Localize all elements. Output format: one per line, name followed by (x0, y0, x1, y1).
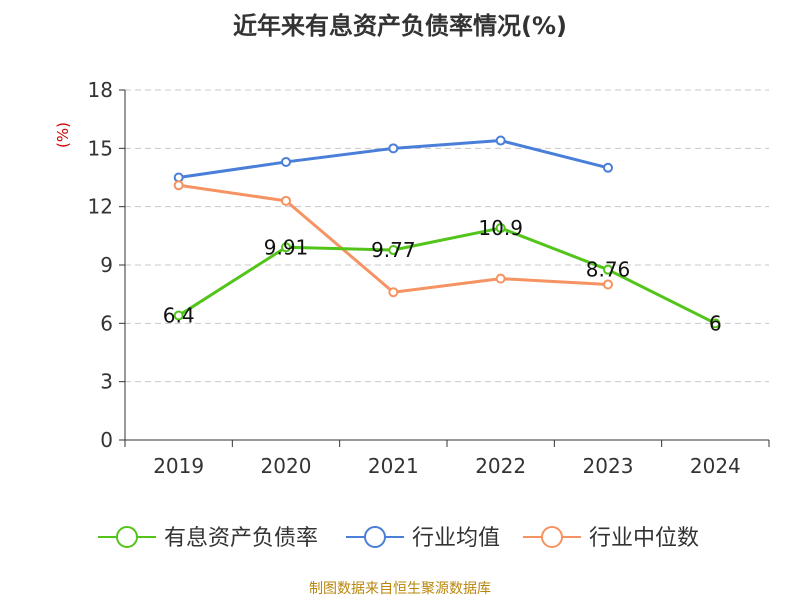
data-label: 9.77 (371, 238, 416, 262)
x-tick-label: 2020 (261, 454, 312, 478)
legend-swatch-marker (541, 526, 563, 548)
y-axis-label: (%) (54, 122, 72, 148)
x-tick-label: 2022 (475, 454, 526, 478)
x-tick-label: 2021 (368, 454, 419, 478)
data-point (281, 242, 291, 253)
data-point (388, 245, 399, 256)
chart-title: 近年来有息资产负债率情况(%) (233, 12, 567, 40)
y-tick-label: 18 (88, 78, 113, 102)
legend-swatch-marker (116, 526, 138, 548)
y-tick-label: 0 (100, 428, 113, 452)
legend-label: 行业均值 (412, 526, 500, 551)
y-tick-label: 6 (100, 311, 113, 335)
data-point (603, 279, 613, 290)
data-point (495, 223, 506, 234)
legend-swatch-marker (364, 526, 386, 548)
data-point (603, 162, 613, 173)
series-line (177, 226, 717, 325)
legend-label: 行业中位数 (589, 526, 699, 551)
data-label: 6.4 (163, 304, 195, 328)
x-tick-label: 2024 (690, 454, 741, 478)
data-point (173, 310, 184, 321)
source-note: 制图数据来自恒生聚源数据库 (309, 581, 491, 597)
data-point (388, 143, 399, 154)
data-label: 6 (709, 311, 722, 335)
data-label: 8.76 (586, 258, 631, 282)
data-point (710, 318, 721, 329)
y-tick-label: 15 (88, 136, 113, 160)
data-point (281, 156, 291, 167)
y-tick-label: 9 (100, 253, 113, 277)
data-point (281, 195, 291, 206)
data-point (388, 287, 399, 298)
data-label: 10.9 (478, 216, 523, 240)
legend-label: 有息资产负债率 (164, 526, 318, 551)
y-tick-label: 12 (88, 195, 113, 219)
data-point (495, 273, 506, 284)
x-tick-label: 2023 (583, 454, 634, 478)
data-point (603, 264, 613, 275)
data-point (173, 180, 184, 191)
data-point (495, 135, 506, 146)
y-tick-label: 3 (100, 370, 113, 394)
x-tick-label: 2019 (153, 454, 204, 478)
data-label: 9.91 (264, 235, 309, 259)
